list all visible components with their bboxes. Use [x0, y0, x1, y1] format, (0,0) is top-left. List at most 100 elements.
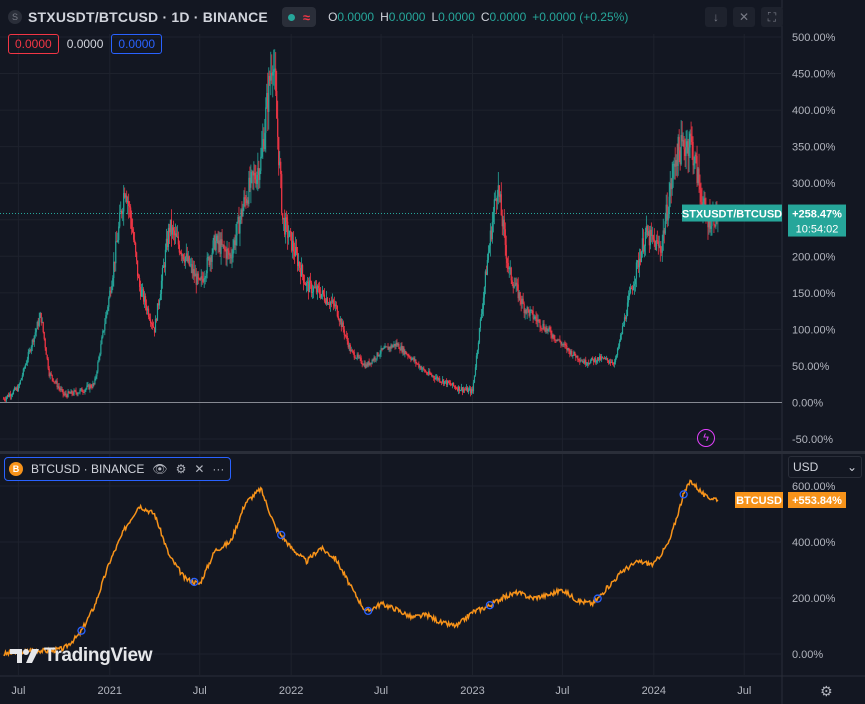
candle-body [85, 388, 87, 390]
eye-icon[interactable]: 👁 [152, 462, 168, 476]
btc-axis-labels[interactable]: 600.00% 400.00% 200.00% 0.00% [792, 481, 836, 661]
candle-body [49, 373, 51, 377]
candle-body [215, 241, 217, 250]
candle-body [416, 363, 418, 365]
settings-icon[interactable]: ⚙ [175, 462, 187, 476]
candle-body [498, 185, 500, 197]
candle-body [584, 359, 586, 364]
candle-body [481, 308, 484, 315]
remove-icon[interactable]: ✕ [194, 462, 205, 476]
candle-body [367, 361, 369, 367]
price-tick-label: 200.00% [792, 251, 836, 263]
candle-body [332, 300, 334, 304]
candle-body [30, 346, 32, 352]
candle-body [571, 350, 573, 356]
candle-body [670, 183, 672, 190]
fullscreen-icon[interactable]: ⛶ [761, 7, 783, 27]
more-icon[interactable]: ··· [212, 462, 225, 476]
candle-body [662, 230, 664, 241]
price-axis-labels[interactable]: 500.00%450.00%400.00%350.00%300.00%250.0… [792, 32, 836, 446]
candle-body [448, 380, 450, 383]
market-status-pill[interactable]: ≈ [281, 7, 317, 27]
candle-body [106, 310, 108, 316]
arrow-down-icon[interactable]: ↓ [705, 7, 727, 27]
candle-body [276, 90, 278, 119]
candle-body [514, 285, 516, 287]
candle-body [616, 348, 619, 356]
lightning-icon[interactable]: ϟ [697, 429, 715, 447]
candle-body [120, 210, 122, 213]
candle-body [54, 381, 56, 383]
candle-body [590, 360, 592, 364]
candle-body [521, 298, 523, 305]
candle-body [168, 227, 171, 233]
candle-body [110, 290, 112, 293]
candle-body [60, 389, 62, 390]
candle-body [575, 355, 577, 358]
price-tick-label: 300.00% [792, 178, 836, 190]
candle-body [310, 282, 313, 294]
candle-body [517, 284, 519, 299]
candle-body [237, 217, 239, 223]
candle-body [13, 387, 16, 391]
candle-body [503, 219, 505, 230]
candle-body [624, 317, 627, 320]
candle-body [323, 294, 326, 301]
candle-body [683, 140, 685, 150]
candle-body [274, 68, 276, 70]
wave-icon: ≈ [302, 9, 311, 25]
candle-body [319, 294, 322, 298]
tradingview-logo[interactable]: TradingView [10, 645, 153, 667]
candle-body [659, 245, 661, 252]
candle-body [263, 138, 265, 150]
candle-body [19, 380, 21, 384]
candle-body [148, 316, 151, 320]
time-axis-labels[interactable]: Jul 2021 Jul 2022 Jul 2023 Jul 2024 Jul [11, 685, 751, 697]
close-icon[interactable]: ✕ [733, 7, 755, 27]
symbol-title[interactable]: STXUSDT/BTCUSD · 1D · BINANCE [28, 9, 268, 25]
candle-body [216, 235, 218, 242]
change-value: +0.0000 (+0.25%) [532, 10, 629, 24]
candle-body [2, 398, 5, 400]
candle-body [325, 298, 328, 304]
candle-body [217, 235, 219, 245]
candle-body [394, 344, 396, 347]
candle-body [682, 140, 684, 142]
candle-body [50, 373, 52, 375]
candle-body [109, 290, 111, 298]
candle-body [192, 268, 194, 274]
candle-body [68, 391, 70, 393]
candle-body [586, 364, 588, 366]
candle-body [602, 357, 604, 359]
candle-body [246, 200, 248, 204]
candle-body [454, 386, 457, 389]
candle-body [172, 227, 174, 231]
candle-body [460, 387, 463, 391]
candle-body [80, 388, 82, 390]
candle-body [103, 330, 105, 332]
candle-body [290, 230, 292, 232]
candle-body [189, 264, 191, 266]
candle-body [414, 359, 416, 361]
candle-body [287, 221, 289, 238]
candle-body [654, 240, 656, 250]
candle-body [375, 358, 377, 360]
candle-body [413, 357, 415, 361]
candle-body [568, 348, 570, 351]
gear-icon[interactable]: ⚙ [820, 683, 833, 699]
candle-body [40, 312, 42, 323]
currency-select[interactable]: USD ⌄ [788, 456, 862, 478]
candle-body [476, 350, 479, 356]
btc-legend[interactable]: B BTCUSD · BINANCE 👁 ⚙ ✕ ··· [4, 457, 232, 481]
candle-body [88, 384, 90, 390]
candle-body [18, 383, 20, 386]
candle-body [303, 282, 306, 284]
candle-body [21, 375, 23, 379]
candle-body [563, 343, 565, 345]
sell-button[interactable]: 0.0000 [8, 34, 59, 54]
last-value-labels: STXUSDT/BTCUSD +258.47% 10:54:02 BTCUSD +553… [682, 204, 846, 508]
candle-body [443, 379, 445, 385]
candle-body [150, 323, 153, 324]
buy-button[interactable]: 0.0000 [111, 34, 163, 54]
